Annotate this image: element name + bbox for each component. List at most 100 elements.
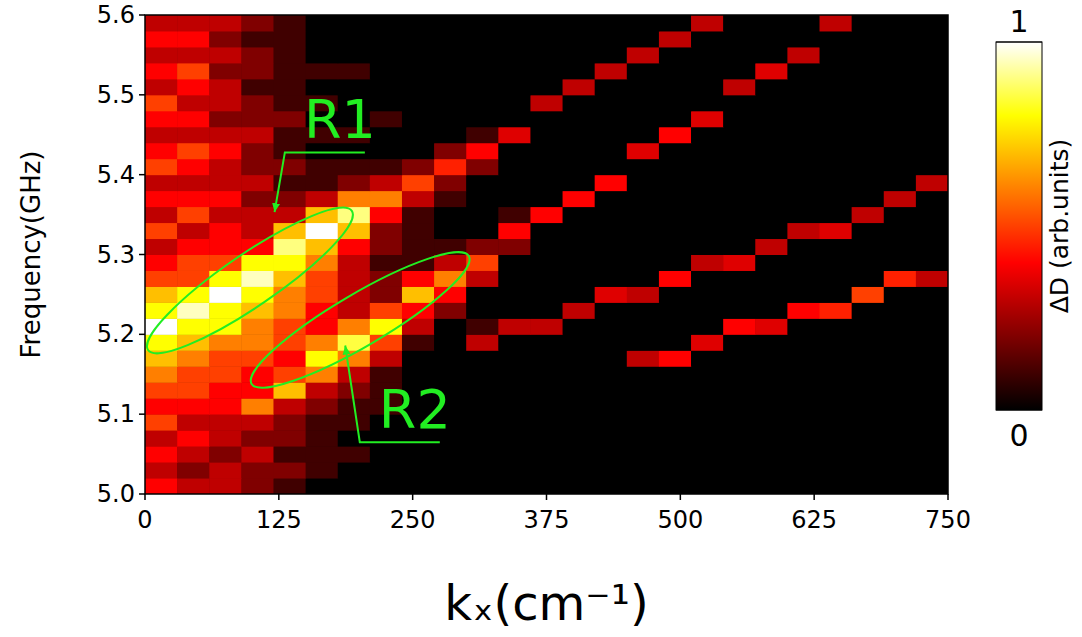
heatmap-cell [691,111,724,127]
heatmap-cell [787,15,820,31]
heatmap-cell [691,350,724,366]
heatmap-cell [723,462,756,478]
heatmap-cell [273,366,306,382]
heatmap-cell [434,175,467,191]
heatmap-cell [434,286,467,302]
heatmap-cell [691,318,724,334]
heatmap-cell [273,63,306,79]
heatmap-cell [755,350,788,366]
heatmap-cell [402,159,435,175]
heatmap-cell [755,63,788,79]
heatmap-cell [273,31,306,47]
heatmap-cell [402,446,435,462]
heatmap-cell [787,79,820,95]
heatmap-cell [498,15,531,31]
heatmap-cell [884,398,917,414]
heatmap-cell [498,207,531,223]
heatmap-cell [691,478,724,494]
heatmap-cell [145,47,178,63]
heatmap-cell [787,175,820,191]
heatmap-cell [691,366,724,382]
heatmap-cell [563,31,596,47]
heatmap-cell [530,462,563,478]
heatmap-cell [273,111,306,127]
heatmap-cell [530,430,563,446]
heatmap-cell [306,414,339,430]
heatmap-cell [209,63,242,79]
heatmap-cell [595,302,628,318]
heatmap-cell [145,207,178,223]
heatmap-cell [370,15,403,31]
heatmap-cell [241,15,274,31]
heatmap-cell [498,382,531,398]
heatmap-cell [466,239,499,255]
heatmap-cell [787,111,820,127]
heatmap-cell [852,95,885,111]
heatmap-cell [563,95,596,111]
heatmap-cell [466,191,499,207]
heatmap-cell [723,15,756,31]
heatmap-cell [306,191,339,207]
heatmap-cell [530,47,563,63]
x-tick [947,494,949,500]
heatmap-cell [755,318,788,334]
heatmap-cell [627,398,660,414]
heatmap-cell [402,270,435,286]
heatmap-cell [209,31,242,47]
heatmap-cell [595,350,628,366]
heatmap-cell [755,255,788,271]
heatmap-cell [177,398,210,414]
heatmap-cell [434,31,467,47]
heatmap-cell [273,286,306,302]
x-tick [546,494,548,500]
heatmap-cell [691,255,724,271]
heatmap-cell [434,63,467,79]
heatmap-cell [595,366,628,382]
heatmap-cell [177,239,210,255]
heatmap-cell [691,414,724,430]
chart-root: 01252503755006257505.05.15.25.35.45.55.6… [0,0,1082,637]
heatmap-cell [563,414,596,430]
heatmap-cell [820,175,853,191]
heatmap-cell [755,47,788,63]
heatmap-cell [530,286,563,302]
heatmap-cell [498,334,531,350]
heatmap-cell [916,414,948,430]
heatmap-cell [916,302,948,318]
heatmap-cell [273,159,306,175]
heatmap-cell [338,207,371,223]
heatmap-cell [563,15,596,31]
heatmap-cell [787,286,820,302]
heatmap-cell [145,302,178,318]
heatmap-cell [723,111,756,127]
heatmap-cell [659,143,692,159]
heatmap-cell [884,191,917,207]
heatmap-cell [466,47,499,63]
heatmap-cell [916,382,948,398]
x-tick-label: 750 [925,506,971,534]
heatmap-cell [209,79,242,95]
heatmap-cell [787,191,820,207]
heatmap-cell [402,79,435,95]
heatmap-cell [884,63,917,79]
heatmap-cell [338,191,371,207]
heatmap-cell [530,350,563,366]
heatmap-cell [530,414,563,430]
heatmap-cell [338,270,371,286]
heatmap-cell [595,430,628,446]
heatmap-cell [498,462,531,478]
heatmap-cell [273,95,306,111]
heatmap-cell [177,255,210,271]
heatmap-cell [627,334,660,350]
heatmap-cell [434,111,467,127]
heatmap-cell [145,382,178,398]
heatmap-cell [563,255,596,271]
heatmap-cell [498,398,531,414]
heatmap-cell [627,350,660,366]
heatmap-cell [530,334,563,350]
heatmap-cell [402,334,435,350]
heatmap-cell [177,462,210,478]
heatmap-cell [370,239,403,255]
heatmap-cell [723,286,756,302]
heatmap-cell [595,63,628,79]
